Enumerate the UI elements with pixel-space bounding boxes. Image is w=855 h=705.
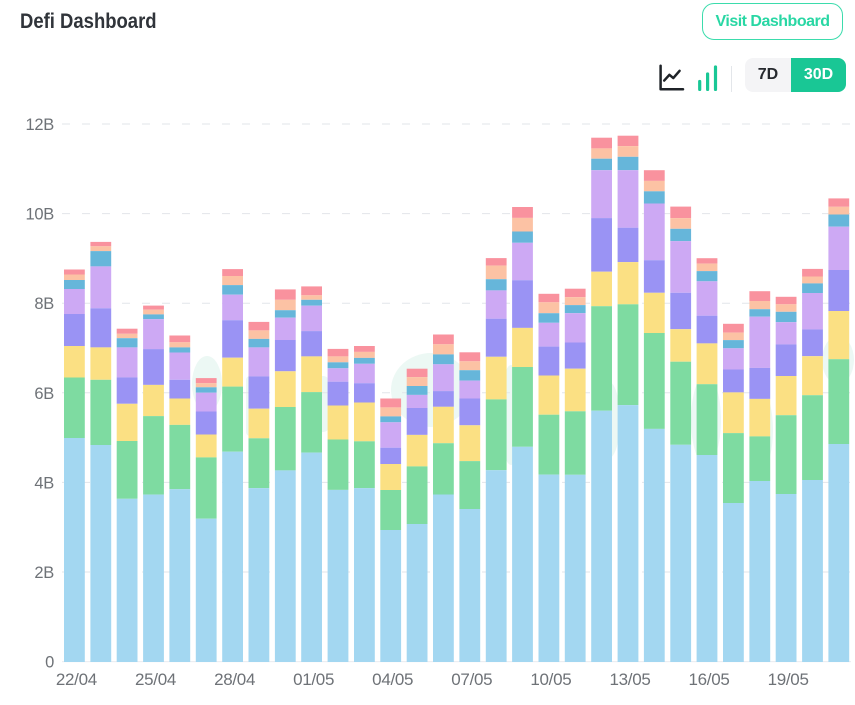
svg-text:2B: 2B: [34, 564, 54, 582]
svg-text:12B: 12B: [26, 116, 55, 134]
svg-text:10/05: 10/05: [530, 670, 571, 689]
svg-text:04/05: 04/05: [372, 670, 413, 689]
svg-text:16/05: 16/05: [688, 670, 729, 689]
svg-text:22/04: 22/04: [56, 670, 97, 689]
svg-text:10B: 10B: [26, 206, 55, 224]
svg-text:19/05: 19/05: [768, 670, 809, 689]
svg-text:01/05: 01/05: [293, 670, 334, 689]
svg-text:6B: 6B: [34, 385, 54, 403]
svg-text:07/05: 07/05: [451, 670, 492, 689]
svg-text:8B: 8B: [34, 295, 54, 313]
svg-text:13/05: 13/05: [609, 670, 650, 689]
svg-text:0: 0: [45, 654, 54, 672]
svg-text:4B: 4B: [34, 474, 54, 492]
svg-text:28/04: 28/04: [214, 670, 255, 689]
svg-text:25/04: 25/04: [135, 670, 176, 689]
